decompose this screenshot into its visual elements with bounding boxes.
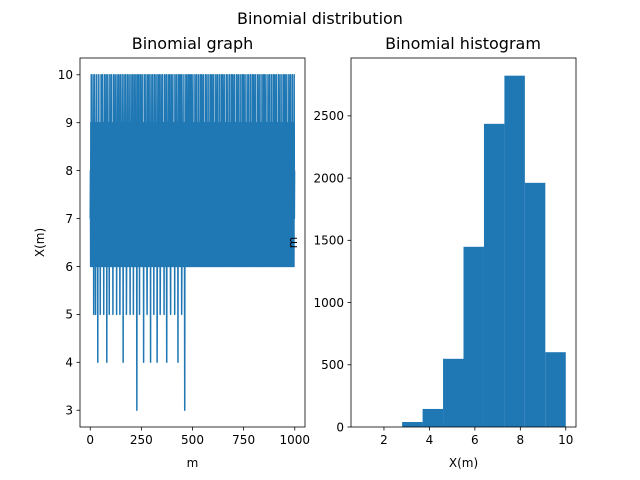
histogram-bar [504,75,525,427]
figure-suptitle: Binomial distribution [237,9,403,28]
y-tick-label: 500 [321,358,344,372]
histogram-title: Binomial histogram [385,34,541,53]
x-tick-label: 4 [426,433,434,447]
y-tick-label: 2000 [313,171,344,185]
histogram-bars [402,75,566,427]
line-chart-axes: Binomial graph 0 250 500 750 1000 345678910 … [33,34,310,470]
histogram-axes: Binomial histogram 2 4 6 8 10 0 500 1000 1500 20… [286,34,577,470]
line-chart-series [89,74,296,411]
histogram-y-axis-label: m [286,237,300,249]
line-chart-x-ticks: 0 250 500 750 1000 [86,427,310,447]
histogram-bar [463,246,484,427]
histogram-bar [402,422,423,427]
histogram-frame [350,57,577,428]
line-chart-y-ticks: 3 4 5 6 7 8 9 10 [58,68,80,418]
y-tick-label: 5 [65,308,73,322]
x-tick-label: 8 [516,433,524,447]
x-tick-label: 500 [181,433,204,447]
y-tick-label: 4 [65,356,73,370]
y-tick-label: 8 [65,164,73,178]
y-tick-label: 0 [336,420,344,434]
x-tick-label: 0 [86,433,94,447]
line-chart-title: Binomial graph [132,34,254,53]
y-tick-label: 6 [65,260,73,274]
y-tick-label: 9 [65,116,73,130]
y-tick-label: 10 [58,68,73,82]
histogram-bar [443,358,464,427]
histogram-bar [524,182,546,427]
line-series-path [89,74,296,411]
y-tick-label: 7 [65,212,73,226]
x-tick-label: 250 [130,433,153,447]
x-tick-label: 750 [232,433,255,447]
histogram-x-axis-label: X(m) [449,456,478,470]
histogram-bar [422,408,444,427]
x-tick-label: 10 [558,433,573,447]
y-tick-label: 3 [65,404,73,418]
histogram-bar [545,352,566,427]
x-tick-label: 6 [471,433,479,447]
histogram-x-ticks: 2 4 6 8 10 [380,427,573,447]
histogram-bar [483,123,505,427]
y-tick-label: 1000 [313,296,344,310]
x-tick-label: 1000 [279,433,310,447]
y-tick-label: 2500 [313,109,344,123]
histogram-y-ticks: 0 500 1000 1500 2000 2500 [313,109,351,434]
y-tick-label: 1500 [313,234,344,248]
line-chart-x-axis-label: m [187,456,199,470]
x-tick-label: 2 [380,433,388,447]
line-chart-y-axis-label: X(m) [33,228,47,257]
